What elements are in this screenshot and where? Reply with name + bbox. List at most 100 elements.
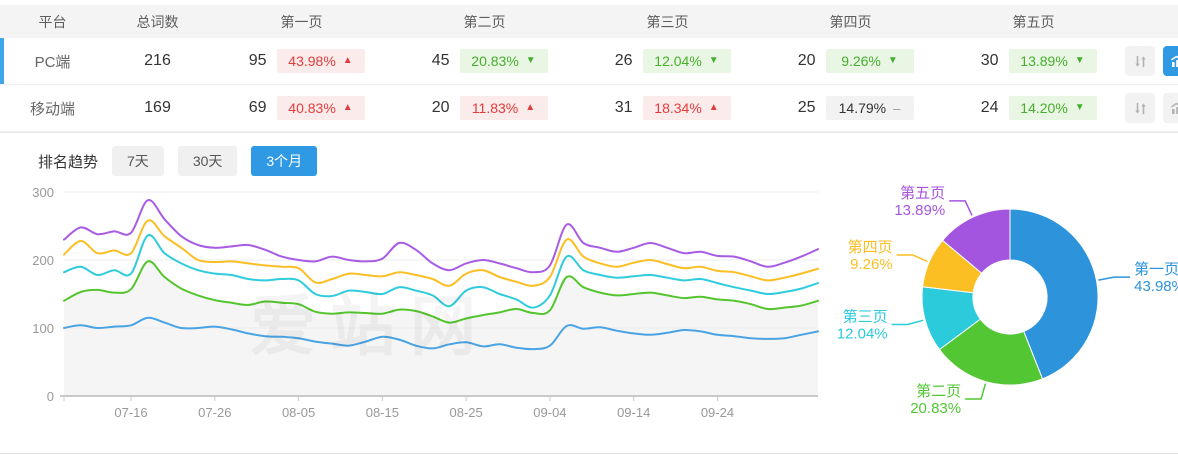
column-header: 总词数	[136, 13, 179, 30]
page-count: 20	[797, 52, 816, 69]
tab-3个月[interactable]: 3个月	[251, 146, 318, 176]
arrow-up-icon: ▲	[342, 102, 353, 113]
change-percent: 9.26%	[841, 53, 881, 69]
platform-label: PC端	[34, 53, 71, 71]
page-cell: 24 14.20% ▼	[942, 96, 1125, 120]
donut-slice-第一页[interactable]	[1009, 208, 1099, 380]
total-keywords-value: 216	[144, 52, 171, 69]
column-header: 第四页	[829, 13, 872, 30]
page-cell: 20 9.26% ▼	[759, 49, 942, 73]
row-actions	[1125, 46, 1178, 76]
column-header: 第二页	[463, 13, 506, 30]
arrow-down-icon: ▼	[1074, 55, 1085, 66]
page-count: 31	[614, 99, 633, 116]
page-count: 25	[797, 99, 816, 116]
donut-label-percent: 20.83%	[910, 400, 961, 417]
page-cell: 26 12.04% ▼	[576, 49, 759, 73]
change-percent: 18.34%	[654, 100, 702, 116]
y-tick-label: 200	[32, 253, 54, 268]
change-badge: 43.98% ▲	[276, 49, 365, 73]
row-actions	[1125, 93, 1178, 123]
page-cell: 95 43.98% ▲	[210, 49, 393, 73]
page-cell: 30 13.89% ▼	[942, 49, 1125, 73]
donut-label-leader	[949, 200, 973, 216]
series-line-第一页	[63, 316, 819, 351]
arrow-down-icon: ▼	[887, 55, 898, 66]
y-tick-label: 300	[32, 185, 54, 200]
series-line-第四页	[63, 219, 819, 287]
change-badge: 9.26% ▼	[825, 49, 914, 73]
page-count: 95	[248, 52, 267, 69]
donut-label-leader	[965, 383, 987, 400]
column-header: 第五页	[1012, 13, 1055, 30]
page-cell: 45 20.83% ▼	[393, 49, 576, 73]
charts-area: 07-16 07-26 08-05 08-15 08-25 09-04 09-14 09-24…	[0, 178, 1178, 440]
donut-label-percent: 13.89%	[894, 202, 945, 219]
arrow-up-icon: ▲	[525, 102, 536, 113]
series-line-第二页	[63, 260, 819, 324]
table-body: PC端 216 95 43.98% ▲ 45 20.83% ▼ 26 12.04% ▼ 20 9.26%…	[0, 38, 1178, 132]
arrow-up-icon: ▲	[342, 55, 353, 66]
table-row[interactable]: PC端 216 95 43.98% ▲ 45 20.83% ▼ 26 12.04% ▼ 20 9.26%…	[0, 38, 1178, 85]
section-divider	[0, 132, 1178, 133]
donut-label-leader	[891, 319, 924, 326]
donut-label-percent: 43.98%	[1134, 278, 1178, 295]
page-cell: 25 14.79% –	[759, 96, 942, 120]
donut-label-name: 第五页	[900, 184, 945, 202]
x-tick-label: 08-05	[282, 405, 315, 420]
change-percent: 14.20%	[1020, 100, 1068, 116]
change-badge: 13.89% ▼	[1008, 49, 1097, 73]
donut-label-leader	[896, 254, 928, 263]
sort-arrows-icon	[1134, 55, 1146, 67]
change-badge: 20.83% ▼	[459, 49, 548, 73]
change-percent: 13.89%	[1020, 53, 1068, 69]
y-tick-label: 100	[32, 321, 54, 336]
page-count: 45	[431, 52, 450, 69]
y-tick-label: 0	[47, 389, 54, 404]
change-badge: 14.79% –	[825, 96, 914, 120]
tab-30天[interactable]: 30天	[177, 146, 238, 176]
trend-tabs: 7天 30天 3个月	[112, 146, 318, 176]
page-cell: 31 18.34% ▲	[576, 96, 759, 120]
page-count: 30	[980, 52, 999, 69]
trend-line-chart-svg: 07-16 07-26 08-05 08-15 08-25 09-04 09-14 09-24…	[32, 185, 819, 420]
x-tick-label: 09-14	[617, 405, 650, 420]
series-line-第五页	[63, 199, 819, 274]
donut-slice-第五页[interactable]	[941, 208, 1011, 274]
change-percent: 43.98%	[288, 53, 336, 69]
column-header: 平台	[38, 13, 67, 30]
column-header: 第三页	[646, 13, 689, 30]
table-header-row: 平台 总词数 第一页 第二页 第三页 第四页 第五页	[0, 5, 1178, 38]
trend-title: 排名趋势	[38, 153, 99, 171]
donut-slice-第二页[interactable]	[938, 318, 1044, 386]
page-count: 26	[614, 52, 633, 69]
page-count: 20	[431, 99, 450, 116]
trend-chart-icon	[1171, 55, 1178, 67]
change-badge: 14.20% ▼	[1008, 96, 1097, 120]
donut-label-name: 第四页	[848, 238, 893, 256]
show-trend-button[interactable]	[1163, 93, 1178, 123]
dash-icon: –	[893, 100, 901, 116]
sort-button[interactable]	[1125, 46, 1155, 76]
change-percent: 14.79%	[838, 100, 887, 116]
sort-button[interactable]	[1125, 93, 1155, 123]
change-badge: 18.34% ▲	[642, 96, 731, 120]
donut-label-name: 第二页	[916, 382, 961, 400]
arrow-down-icon: ▼	[708, 55, 719, 66]
change-percent: 40.83%	[288, 100, 336, 116]
tab-7天[interactable]: 7天	[112, 146, 164, 176]
table-row[interactable]: 移动端 169 69 40.83% ▲ 20 11.83% ▲ 31 18.34% ▲ 25 14.79…	[0, 85, 1178, 132]
show-trend-button[interactable]	[1163, 46, 1178, 76]
x-tick-label: 07-26	[198, 405, 231, 420]
sort-arrows-icon	[1134, 102, 1146, 114]
change-badge: 12.04% ▼	[642, 49, 731, 73]
x-tick-label: 09-04	[533, 405, 566, 420]
page-cell: 20 11.83% ▲	[393, 96, 576, 120]
change-badge: 11.83% ▲	[459, 96, 548, 120]
trend-toolbar: 排名趋势 7天 30天 3个月	[0, 133, 1178, 176]
x-tick-label: 08-25	[450, 405, 483, 420]
column-header: 第一页	[280, 13, 323, 30]
